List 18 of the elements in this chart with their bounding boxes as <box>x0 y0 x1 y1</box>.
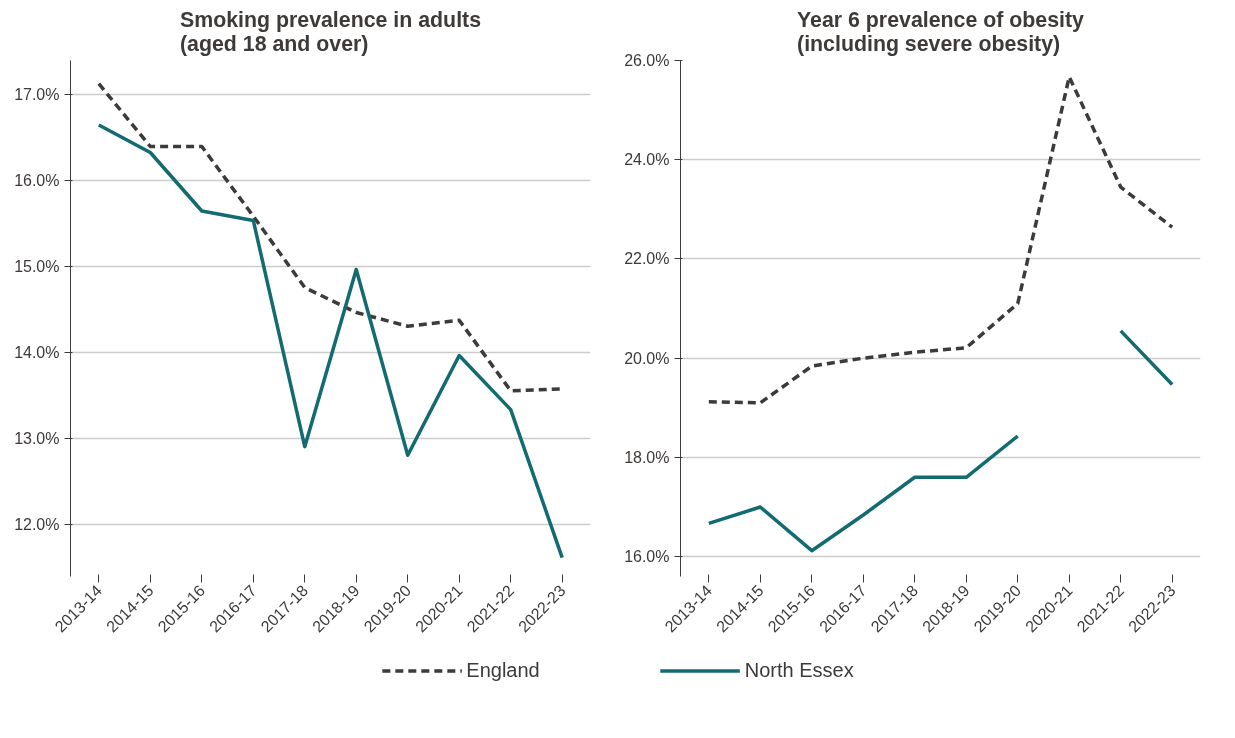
legend-label: North Essex <box>744 658 854 682</box>
y-tick-label: 13.0% <box>14 430 60 448</box>
y-tick-label: 20.0% <box>624 349 670 367</box>
y-tick-label: 12.0% <box>14 516 60 534</box>
y-tick-label: 15.0% <box>14 258 60 276</box>
y-tick-label: 16.0% <box>14 172 60 190</box>
y-tick-label: 18.0% <box>624 448 670 466</box>
line-series <box>97 123 564 560</box>
line-series <box>707 75 1174 405</box>
legend-label: England <box>466 658 540 682</box>
y-tick-label: 22.0% <box>624 250 670 268</box>
y-tick-label: 24.0% <box>624 151 670 169</box>
y-tick-label: 17.0% <box>14 86 60 104</box>
y-tick-label: 14.0% <box>14 344 60 362</box>
chart-title: Smoking prevalence in adults (aged 18 and over) <box>179 7 482 56</box>
y-tick-label: 26.0% <box>624 52 670 69</box>
chart-title: Year 6 prevalence of obesity (including severe obesity) <box>797 7 1085 56</box>
y-tick-label: 16.0% <box>624 548 670 566</box>
